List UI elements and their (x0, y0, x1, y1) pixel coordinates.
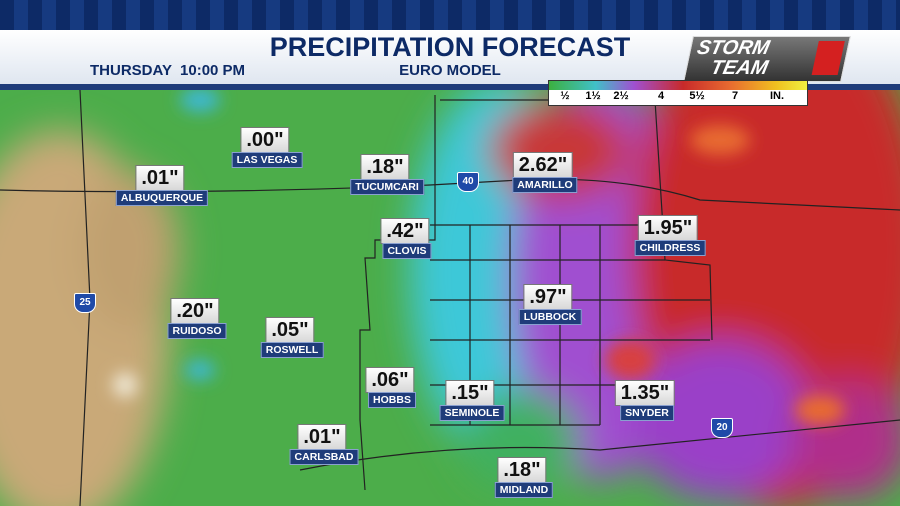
city-name: MIDLAND (494, 482, 554, 498)
time: THURSDAY 10:00 PM (90, 62, 246, 79)
legend-label: 2½ (613, 90, 629, 102)
city-name: LAS VEGAS (231, 152, 303, 168)
city-value: .18" (497, 457, 547, 483)
city-name: ALBUQUERQUE (115, 190, 209, 206)
city-name: CLOVIS (382, 243, 432, 259)
highway-shield: 20 (711, 418, 733, 438)
city-name: SNYDER (620, 405, 674, 421)
title: PRECIPITATION FORECAST (269, 32, 631, 62)
city-name: HOBBS (368, 392, 416, 408)
city-value: 2.62" (512, 152, 574, 178)
logo-bolt (811, 41, 845, 75)
logo-bottom: TEAM (708, 57, 771, 79)
legend-label: 4 (657, 90, 665, 102)
city-name: ROSWELL (260, 342, 324, 358)
city-name: TUCUMCARI (350, 179, 424, 195)
legend-label: ½ (560, 90, 570, 102)
legend-labels: ½ 1½ 2½ 4 5½ 7 IN. (549, 90, 807, 104)
city-value: .01" (135, 165, 185, 191)
city-name: LUBBOCK (518, 309, 582, 325)
city-value: .42" (380, 218, 430, 244)
city-value: .15" (445, 380, 495, 406)
logo: STORM TEAM (683, 36, 851, 82)
highway-shield: 25 (74, 293, 96, 313)
city-name: RUIDOSO (167, 323, 227, 339)
city-name: CARLSBAD (289, 449, 359, 465)
subtitle: EURO MODEL (399, 62, 501, 79)
city-name: SEMINOLE (439, 405, 505, 421)
highway-shield: 40 (457, 172, 479, 192)
legend-label: IN. (769, 90, 785, 102)
city-value: 1.95" (637, 215, 699, 241)
city-value: .06" (365, 367, 415, 393)
city-value: .18" (360, 154, 410, 180)
city-value: 1.35" (614, 380, 676, 406)
city-value: .05" (265, 317, 315, 343)
legend: ½ 1½ 2½ 4 5½ 7 IN. (548, 80, 808, 106)
city-name: AMARILLO (512, 177, 578, 193)
city-value: .00" (240, 127, 290, 153)
city-value: .97" (523, 284, 573, 310)
header-band (0, 0, 900, 30)
city-name: CHILDRESS (634, 240, 706, 256)
legend-scale (549, 81, 807, 90)
city-value: .01" (297, 424, 347, 450)
legend-label: 5½ (689, 90, 705, 102)
legend-label: 1½ (585, 90, 601, 102)
legend-label: 7 (731, 90, 739, 102)
city-value: .20" (170, 298, 220, 324)
